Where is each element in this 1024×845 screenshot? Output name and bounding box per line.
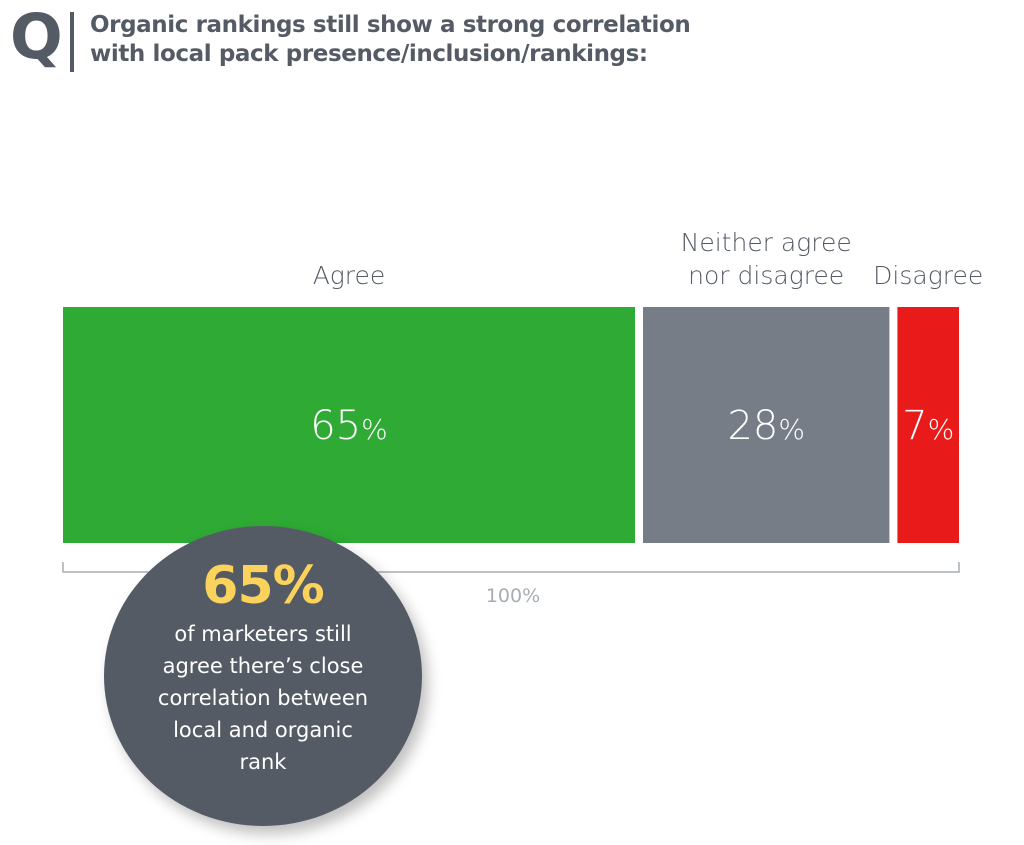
callout-line: agree there’s close [162,654,364,678]
total-label: 100% [486,585,540,607]
value-label-neither-agree-nor-disagree: 28% [727,403,805,449]
title-line-2: with local pack presence/inclusion/ranki… [90,41,648,67]
title-line-1: Organic rankings still show a strong cor… [90,12,691,38]
total-bracket: 100% [62,562,960,607]
bar-agree [63,307,635,543]
q-icon: Q [10,0,63,73]
category-label-neither-agree-nor-disagree: Neither agree [681,228,852,257]
q-divider [70,12,74,72]
value-label-agree: 65% [310,403,388,449]
callout-line: of marketers still [174,622,352,646]
callout-text: of marketers still agree there’s close c… [104,618,422,778]
total-bracket-line [62,562,960,573]
value-label-disagree: 7% [902,403,954,449]
callout-circle: 65% of marketers still agree there’s clo… [104,526,422,826]
category-label-agree: Agree [313,261,386,290]
bar-neither-agree-nor-disagree [643,307,890,543]
bars-group: 65% Agree 28% Neither agree nor disagree 7% Di… [63,228,983,543]
callout-line: rank [239,750,287,774]
bar-disagree [897,307,959,543]
callout-headline: 65% [202,556,324,616]
category-label-neither-agree-nor-disagree: nor disagree [688,261,844,290]
callout-line: correlation between [157,686,369,710]
page-title: Organic rankings still show a strong cor… [90,11,691,69]
callout-line: local and organic [173,718,353,742]
category-label-disagree: Disagree [873,261,983,290]
